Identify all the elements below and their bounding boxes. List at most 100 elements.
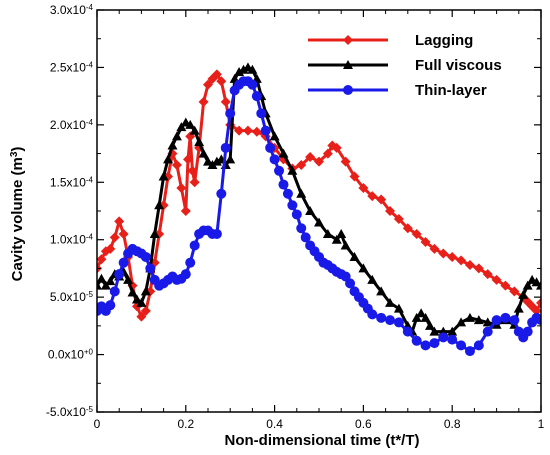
data-point — [411, 335, 422, 346]
y-tick-mantissa: -5.0x10 — [46, 405, 86, 419]
data-point — [140, 286, 151, 296]
data-point — [385, 297, 396, 307]
series-thin-layer — [97, 76, 541, 357]
data-point — [513, 303, 524, 313]
legend-marker — [343, 35, 353, 45]
data-point — [420, 312, 431, 322]
data-point — [251, 126, 262, 137]
data-point — [456, 255, 467, 266]
y-tick-mantissa: 1.5x10 — [50, 175, 86, 189]
data-point — [291, 209, 302, 220]
data-point — [296, 223, 307, 234]
data-point — [234, 67, 245, 77]
x-tick-label: 0 — [94, 417, 101, 431]
data-point — [140, 251, 151, 262]
x-tick-label: 1 — [538, 417, 545, 431]
data-point — [185, 257, 196, 268]
data-point — [97, 254, 107, 265]
y-tick-label: 0.0x10+0 — [48, 347, 94, 362]
data-point — [131, 294, 142, 304]
legend-item-lagging: Lagging — [308, 32, 473, 49]
data-point — [203, 156, 213, 166]
data-point — [367, 191, 378, 202]
data-point — [163, 154, 174, 164]
data-point — [536, 315, 541, 326]
data-point — [140, 305, 151, 316]
data-point — [265, 142, 276, 153]
data-point — [158, 171, 169, 181]
data-point — [296, 188, 307, 198]
data-point — [171, 131, 182, 141]
data-point — [203, 79, 213, 90]
data-point — [127, 287, 138, 297]
data-point — [522, 326, 533, 337]
legend: Lagging Full viscous Thin-layer — [308, 32, 502, 99]
legend-label: Thin-layer — [415, 82, 487, 99]
y-tick-mantissa: 0.0x10 — [48, 348, 84, 362]
data-point — [238, 64, 249, 74]
data-point — [256, 108, 267, 119]
data-point — [109, 286, 120, 297]
data-point — [416, 308, 427, 318]
data-point — [207, 160, 218, 170]
data-point — [216, 76, 227, 87]
data-point — [349, 251, 360, 261]
series-full-viscous — [97, 62, 541, 336]
data-point — [314, 217, 324, 227]
data-point — [176, 183, 187, 194]
y-tick-label: 1.0x10-4 — [50, 232, 94, 247]
data-point — [211, 156, 222, 166]
legend-label: Full viscous — [415, 57, 502, 74]
y-axis-title-superscript: 3 — [9, 151, 20, 157]
data-point — [187, 165, 198, 176]
data-point — [251, 91, 262, 102]
data-point — [314, 156, 324, 167]
data-point — [473, 263, 484, 274]
data-point — [305, 206, 316, 215]
y-tick-mantissa: 2.5x10 — [50, 60, 86, 74]
legend-marker — [343, 60, 353, 69]
data-point — [402, 223, 413, 234]
y-tick-label: 1.5x10-4 — [50, 175, 94, 190]
data-point — [118, 257, 129, 268]
data-point — [447, 334, 458, 345]
data-point — [536, 297, 541, 308]
y-axis-title-text: Cavity volume (m — [9, 157, 26, 281]
data-point — [522, 280, 533, 290]
data-point — [105, 276, 116, 286]
data-point — [411, 228, 422, 239]
y-tick-exponent: -5 — [86, 290, 94, 299]
legend-label: Lagging — [415, 32, 473, 49]
data-point — [247, 79, 258, 90]
data-point — [340, 240, 351, 250]
y-axis-title: Cavity volume (m3) — [9, 147, 27, 282]
legend-item-thin-layer: Thin-layer — [308, 82, 487, 99]
data-point — [234, 125, 245, 136]
data-point — [225, 154, 236, 164]
data-point — [220, 96, 231, 107]
data-point — [456, 317, 467, 327]
data-point — [438, 248, 449, 259]
data-point — [198, 148, 209, 158]
data-point — [247, 64, 258, 74]
data-point — [260, 125, 271, 136]
data-point — [114, 216, 125, 227]
data-point — [358, 183, 369, 194]
data-point — [531, 277, 541, 287]
y-tick-label: 3.0x10-4 — [50, 3, 94, 18]
data-point — [438, 332, 449, 343]
data-point — [500, 312, 511, 323]
data-point — [331, 142, 342, 153]
data-point — [518, 289, 529, 299]
data-point — [464, 312, 475, 322]
data-point — [305, 152, 316, 163]
data-point — [336, 228, 347, 238]
data-point — [447, 326, 458, 336]
y-tick-exponent: -5 — [86, 405, 94, 414]
y-tick-label: 2.0x10-4 — [50, 117, 94, 132]
data-point — [274, 165, 285, 176]
data-point — [482, 326, 493, 337]
data-point — [269, 154, 280, 165]
data-point — [429, 326, 440, 336]
data-point — [491, 274, 502, 285]
